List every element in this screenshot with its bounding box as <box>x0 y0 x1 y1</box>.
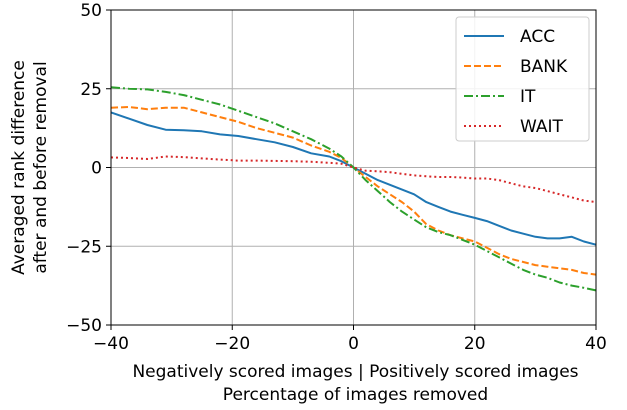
legend-label-acc: ACC <box>520 27 555 47</box>
legend-label-it: IT <box>520 87 536 107</box>
x-tick-label: −40 <box>93 334 129 354</box>
series-line-wait <box>110 155 597 204</box>
axis-ticks: −40 −20 0 20 40 −50 −25 0 25 50 <box>66 1 607 354</box>
x-axis-label-line2: Percentage of images removed <box>223 385 488 405</box>
y-tick-label: 50 <box>80 1 102 21</box>
x-tick-label: 20 <box>464 334 486 354</box>
series-layer <box>110 86 597 292</box>
series-line-it <box>110 86 597 292</box>
x-tick-label: 0 <box>348 334 359 354</box>
x-tick-label: 40 <box>585 334 607 354</box>
y-tick-label: 25 <box>80 80 102 100</box>
legend-box <box>455 16 590 142</box>
series-line-acc <box>110 111 597 246</box>
series-line-bank <box>110 106 597 276</box>
legend: ACC BANK IT WAIT <box>455 16 590 142</box>
x-tick-label: −20 <box>214 334 250 354</box>
legend-label-bank: BANK <box>520 57 568 77</box>
y-tick-label: −50 <box>66 316 102 336</box>
legend-label-wait: WAIT <box>520 117 564 137</box>
y-tick-label: −25 <box>66 237 102 257</box>
y-tick-label: 0 <box>91 159 102 179</box>
y-axis-label-line2: after and before removal <box>31 61 51 273</box>
y-axis-label-line1: Averaged rank difference <box>9 60 29 275</box>
x-axis-label-line1: Negatively scored images | Positively sc… <box>132 362 578 382</box>
